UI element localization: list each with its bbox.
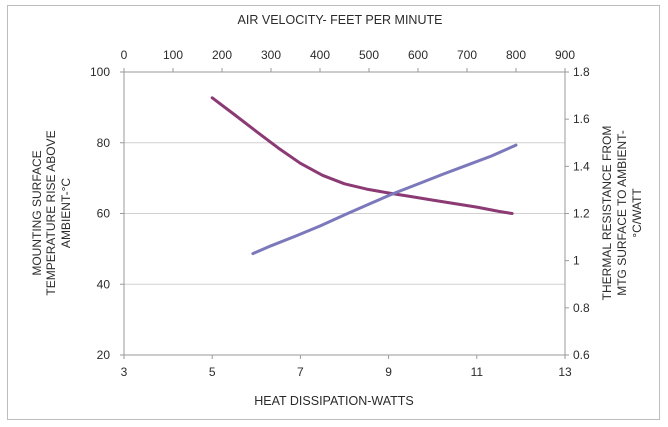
- left-axis-title-line: TEMPERATURE RISE ABOVE: [44, 130, 58, 295]
- temperature-rise-line: [210, 96, 514, 215]
- left-tick-label: 60: [97, 207, 111, 221]
- top-tick-label: 300: [261, 48, 281, 62]
- right-axis-title: THERMAL RESISTANCE FROM MTG SURFACE TO A…: [600, 126, 644, 301]
- bottom-tick-label: 11: [471, 365, 484, 379]
- right-axis-title-line: THERMAL RESISTANCE FROM: [600, 126, 614, 301]
- bottom-tick-label: 5: [209, 365, 216, 379]
- top-tick-label: 200: [212, 48, 232, 62]
- bottom-tick-label: 7: [297, 365, 304, 379]
- top-tick-label: 500: [359, 48, 379, 62]
- top-tick-label: 600: [408, 48, 428, 62]
- top-tick-label: 900: [555, 48, 575, 62]
- top-tick-label: 100: [163, 48, 183, 62]
- right-tick-label: 0.6: [573, 348, 590, 362]
- right-tick-label: 1.8: [573, 65, 590, 79]
- bottom-axis-title: HEAT DISSIPATION-WATTS: [254, 394, 414, 408]
- left-axis-title: MOUNTING SURFACE TEMPERATURE RISE ABOVE …: [30, 130, 73, 295]
- top-tick-label: 800: [506, 48, 526, 62]
- right-tick-label: 0.8: [573, 301, 590, 315]
- top-axis-title: AIR VELOCITY- FEET PER MINUTE: [238, 13, 443, 27]
- right-tick-label: 1: [573, 254, 580, 268]
- right-axis-title-line: MTG SURFACE TO AMBIENT-: [615, 130, 629, 296]
- left-tick-label: 40: [97, 277, 111, 291]
- right-tick-label: 1.6: [573, 112, 590, 126]
- left-tick-label: 80: [97, 136, 111, 150]
- axes: [120, 68, 569, 359]
- right-axis-title-line: °C/WATT: [630, 188, 644, 238]
- top-tick-label: 700: [457, 48, 477, 62]
- right-tick-label: 1.2: [573, 207, 590, 221]
- right-tick-label: 1.4: [573, 159, 590, 173]
- left-tick-label: 100: [90, 65, 110, 79]
- top-tick-label: 400: [310, 48, 330, 62]
- bottom-tick-label: 13: [558, 365, 572, 379]
- bottom-tick-label: 3: [121, 365, 128, 379]
- bottom-tick-label: 9: [385, 365, 392, 379]
- left-tick-label: 20: [97, 348, 111, 362]
- thermal-resistance-line: [251, 143, 518, 256]
- left-axis-title-line: AMBIENT-°C: [59, 178, 73, 248]
- top-tick-label: 0: [121, 48, 128, 62]
- left-axis-title-line: MOUNTING SURFACE: [30, 150, 44, 275]
- series-lines: [210, 96, 518, 256]
